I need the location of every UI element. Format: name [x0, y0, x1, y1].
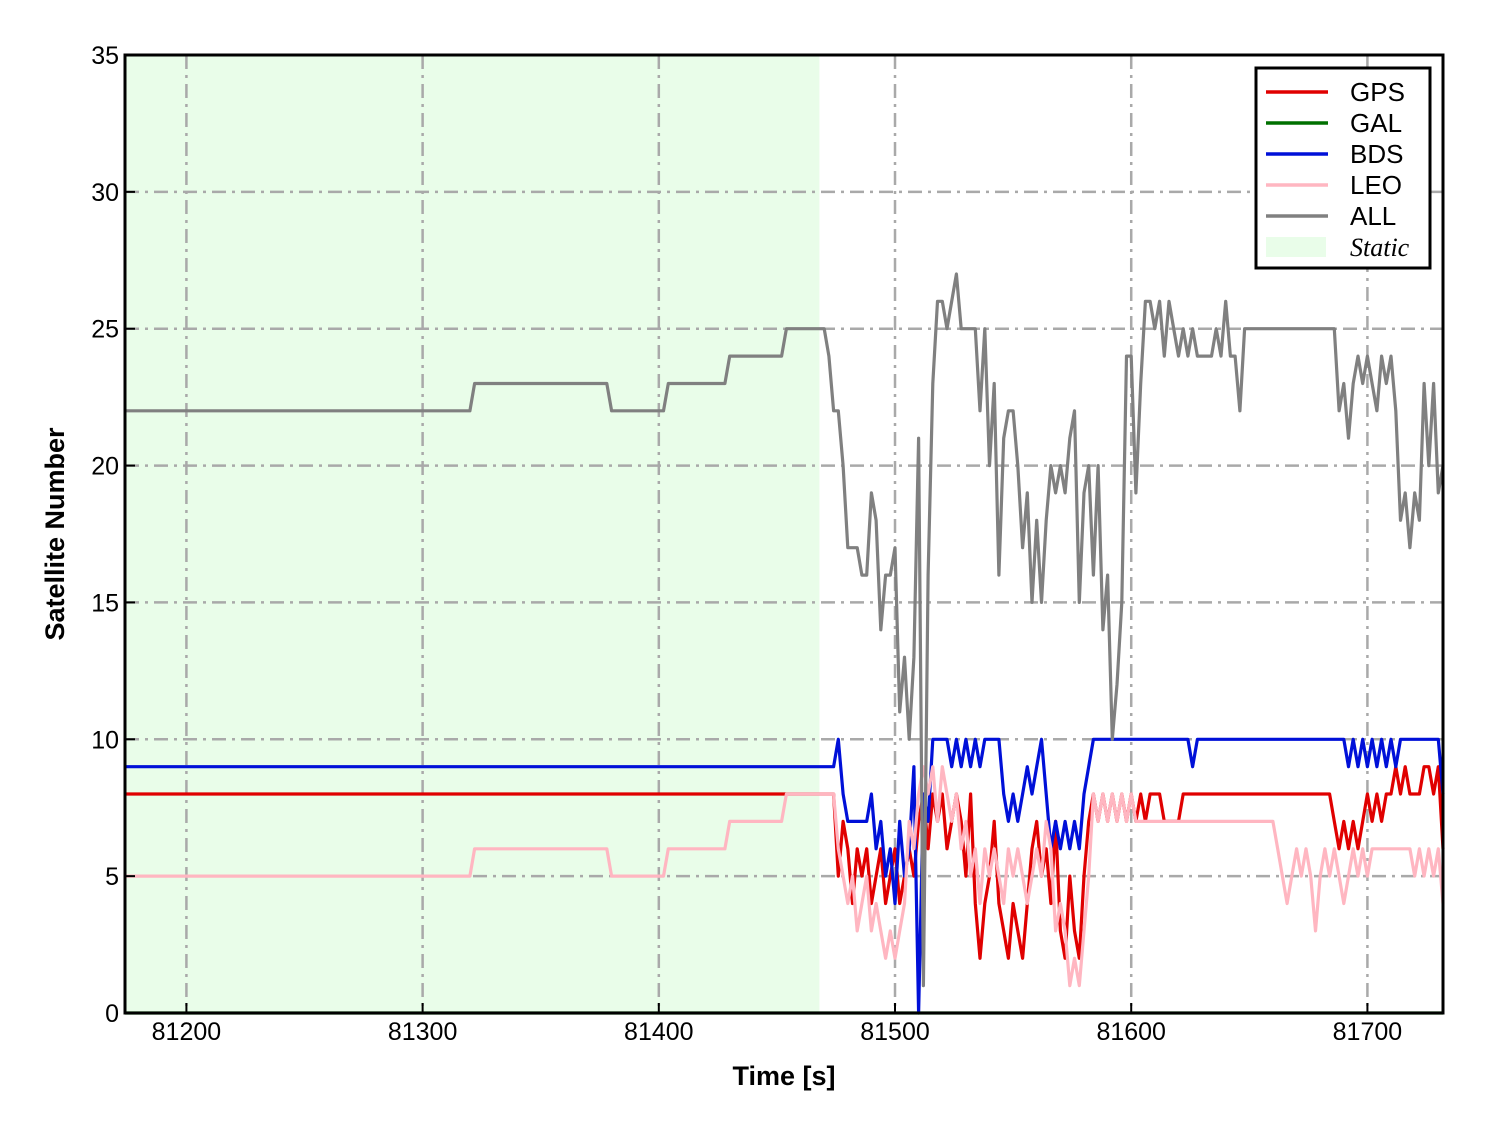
x-tick-label: 81700 [1333, 1018, 1403, 1046]
plot-frame [123, 53, 1445, 1015]
legend-label-bds: BDS [1350, 139, 1403, 169]
legend-label-static: Static [1350, 233, 1410, 262]
x-axis-label: Time [s] [732, 1061, 835, 1091]
y-tick-label: 0 [105, 1000, 119, 1028]
grid-layer [125, 55, 1443, 1013]
x-tick-label: 81400 [624, 1018, 694, 1046]
legend-swatch-static [1266, 237, 1326, 257]
x-tick-label: 81600 [1096, 1018, 1166, 1046]
legend-label-all: ALL [1350, 201, 1396, 231]
legend-label-gps: GPS [1350, 77, 1405, 107]
y-axis-label: Satellite Number [40, 427, 70, 641]
y-tick-label: 35 [91, 42, 119, 70]
x-tick-label: 81500 [860, 1018, 930, 1046]
x-tick-label: 81200 [152, 1018, 222, 1046]
y-tick-label: 30 [91, 179, 119, 207]
series-line-bds [125, 737, 1445, 1015]
series-line-all [125, 272, 1445, 988]
y-tick-label: 15 [91, 589, 119, 617]
legend-box [1254, 66, 1432, 270]
y-tick-label: 25 [91, 316, 119, 344]
y-tick-label: 10 [91, 726, 119, 754]
legend-label-gal: GAL [1350, 108, 1402, 138]
y-tick-label: 20 [91, 453, 119, 481]
legend-label-leo: LEO [1350, 170, 1402, 200]
tick-layer: 81200 81300 81400 81500 81600 81700 0 5 10 15 20 25… [91, 42, 1402, 1046]
y-tick-label: 5 [105, 863, 119, 891]
series-line-leo [125, 765, 1445, 988]
x-tick-label: 81300 [388, 1018, 458, 1046]
